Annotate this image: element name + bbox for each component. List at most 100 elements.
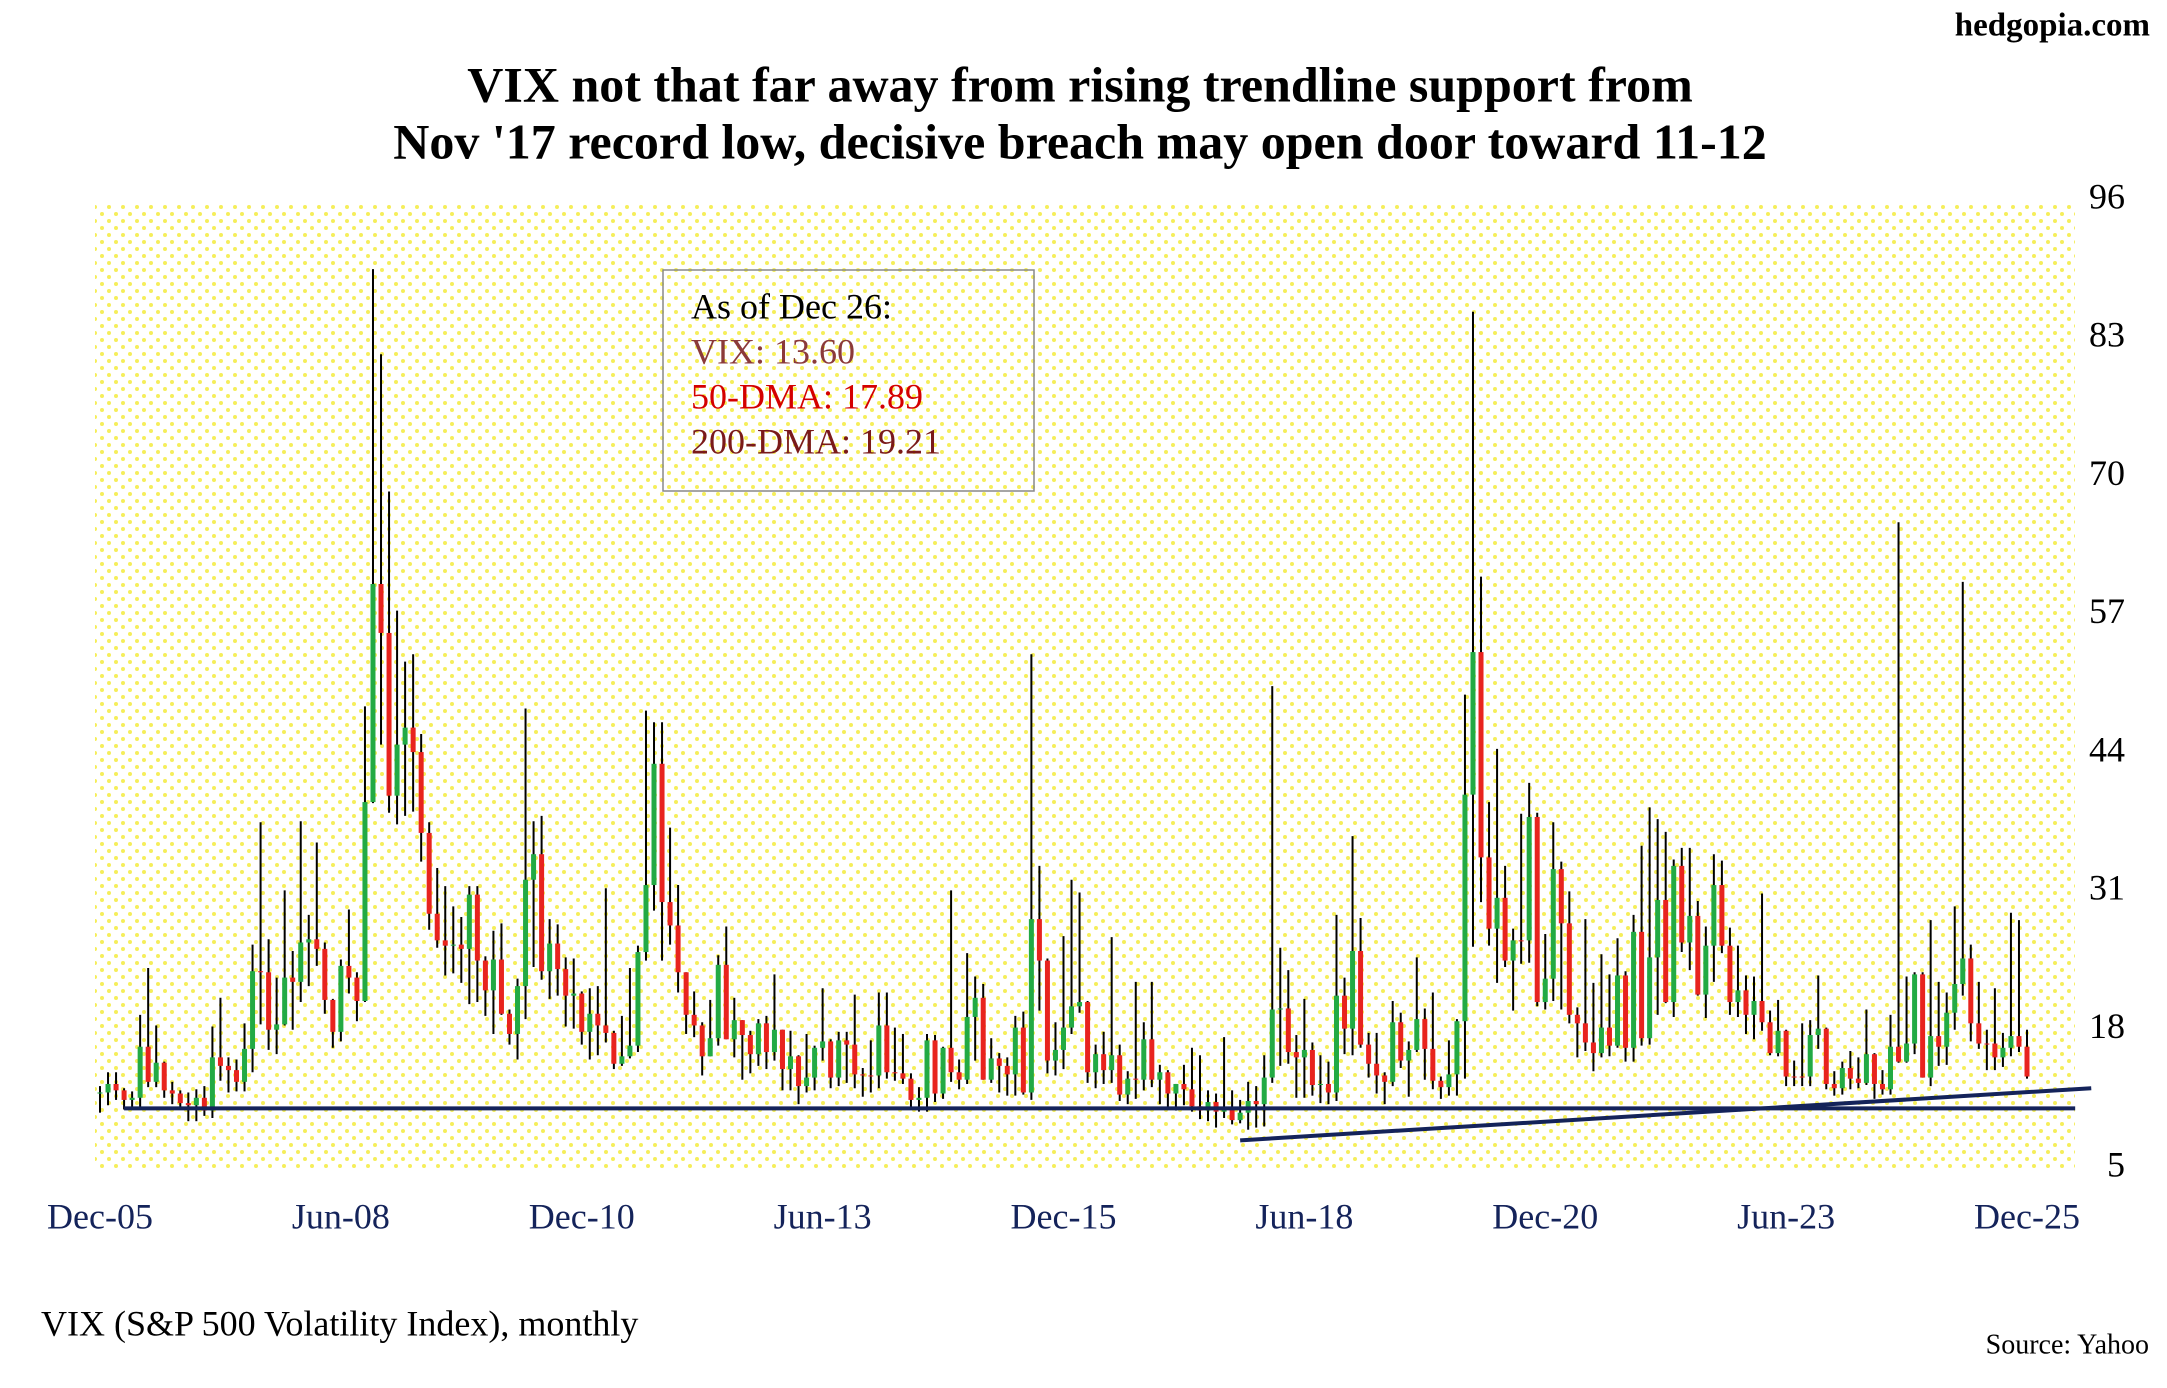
candle-body [1358,950,1364,1045]
candle-body [900,1073,906,1079]
candle-body [217,1057,223,1066]
marks [97,269,2030,1130]
candle-body [563,969,569,996]
y-tick-label: 44 [2089,729,2125,769]
x-tick-label: Jun-18 [1255,1196,1353,1236]
candle-body [1839,1068,1845,1089]
candle-body [699,1025,705,1057]
annotation-line: 50-DMA: 17.89 [691,376,923,416]
candle-body [225,1065,231,1071]
candle-body [1374,1063,1380,1076]
candle-body [1590,1042,1596,1054]
candle-body [515,986,521,1034]
candle-body [1333,995,1339,1093]
candle-body [1261,1077,1267,1105]
candle-body [868,1075,874,1077]
candle-body [1422,1019,1428,1049]
x-tick-label: Dec-05 [47,1196,153,1236]
candle-body [1960,958,1966,984]
candle-body [964,1016,970,1080]
candle-body [1502,897,1508,961]
candle-body [1325,1083,1331,1093]
candle-body [185,1103,191,1106]
candle-body [105,1083,111,1093]
candle-body [1936,1036,1942,1047]
candle-body [812,1047,818,1078]
candle-body [1012,1027,1018,1075]
candle-body [209,1057,215,1111]
candle-body [691,1014,697,1026]
candle-body [2000,1047,2006,1058]
candle-body [490,959,496,991]
candle-body [274,1024,280,1030]
candle-body [1928,1036,1934,1078]
candle-body [908,1078,914,1100]
candle-body [587,1013,593,1032]
candle-body [1847,1068,1853,1079]
x-tick-label: Jun-08 [292,1196,390,1236]
candle-body [731,1020,737,1040]
candle-body [723,964,729,1040]
y-tick-label: 57 [2089,591,2125,631]
candle-body [458,944,464,949]
candle-body [1438,1080,1444,1088]
candle-body [322,948,328,1000]
y-tick-label: 96 [2089,176,2125,216]
candle-body [667,902,673,926]
candle-body [1871,1054,1877,1084]
candle-body [1462,794,1468,1022]
y-tick-label: 5 [2107,1144,2125,1184]
candle-body [739,1020,745,1036]
candle-body [145,1046,151,1082]
candle-body [555,943,561,970]
candle-body [426,832,432,914]
candle-body [788,1056,794,1070]
candle-body [378,584,384,633]
candle-body [330,999,336,1032]
candle-body [1863,1054,1869,1083]
candle-body [1799,1076,1805,1078]
candle-body [1550,869,1556,979]
candle-body [1615,975,1621,1046]
candle-body [386,632,392,796]
candle-body [1526,816,1532,941]
candle-body [1751,1000,1757,1015]
candle-body [1293,1052,1299,1058]
candle-body [1366,1044,1372,1064]
candle-body [482,960,488,991]
candle-body [113,1083,119,1091]
candle-body [603,1025,609,1033]
candle-body [129,1097,135,1100]
candle-body [940,1047,946,1094]
candle-body [1494,897,1500,929]
candle-body [579,993,585,1032]
candle-body [1976,1023,1982,1044]
candle-body [1430,1048,1436,1081]
candle-body [1269,1009,1275,1078]
candle-body [1342,995,1348,1029]
x-tick-label: Jun-23 [1737,1196,1835,1236]
candle-body [2008,1036,2014,1048]
candle-body [1301,1049,1307,1058]
candle-body [1390,1022,1396,1082]
candle-body [1831,1083,1837,1089]
candle-body [1446,1074,1452,1088]
candle-body [418,752,424,833]
candle-body [747,1035,753,1055]
candle-body [1639,931,1645,1039]
candle-body [1149,1039,1155,1080]
site-name: hedgopia.com [1955,8,2150,44]
candle-body [836,1040,842,1078]
candle-body [876,1025,882,1076]
candle-body [1703,945,1709,995]
candle-body [1285,1008,1291,1053]
candle-body [844,1040,850,1045]
annotation-line: 200-DMA: 19.21 [691,421,941,461]
candle-body [1879,1083,1885,1090]
candle-body [1574,1014,1580,1024]
candle-body [1920,974,1926,1078]
candle-body [1534,816,1540,1003]
candle-body [1888,1046,1894,1090]
candle-body [1518,940,1524,942]
candle-body [1309,1049,1315,1086]
